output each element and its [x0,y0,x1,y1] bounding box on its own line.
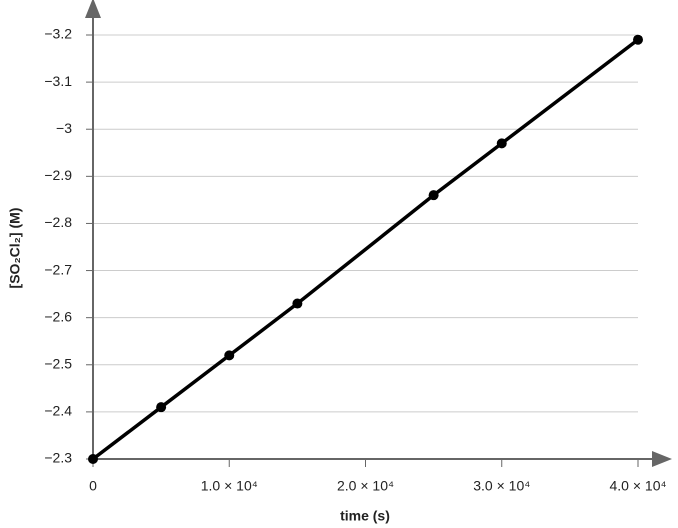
data-point [496,138,507,149]
y-tick-label: −2.8 [44,214,72,230]
x-tick-label: 1.0 × 10⁴ [201,478,258,494]
data-point [156,402,167,413]
y-tick-label: −3.2 [44,26,72,42]
y-tick-label: −2.5 [44,355,72,371]
y-tick-label: −2.7 [44,261,72,277]
y-tick-label: −2.3 [44,450,72,466]
x-tick-label: 0 [89,478,97,494]
y-tick-label: −3 [56,120,72,136]
x-axis-label: time (s) [340,508,390,524]
data-line [91,38,640,461]
y-tick-label: −2.9 [44,167,72,183]
y-tick-label: −3.1 [44,73,72,89]
y-tick-label: −2.6 [44,308,72,324]
x-tick-label: 4.0 × 10⁴ [609,478,666,494]
data-point [88,454,98,464]
y-tick-label: −2.4 [44,403,72,419]
x-tick-label: 3.0 × 10⁴ [473,478,530,494]
data-point [428,190,439,201]
x-tick-label: 2.0 × 10⁴ [337,478,394,494]
y-axis-label: [SO₂Cl₂] (M) [7,208,23,289]
data-point [633,34,643,45]
data-point [292,298,303,309]
data-point [224,350,235,361]
